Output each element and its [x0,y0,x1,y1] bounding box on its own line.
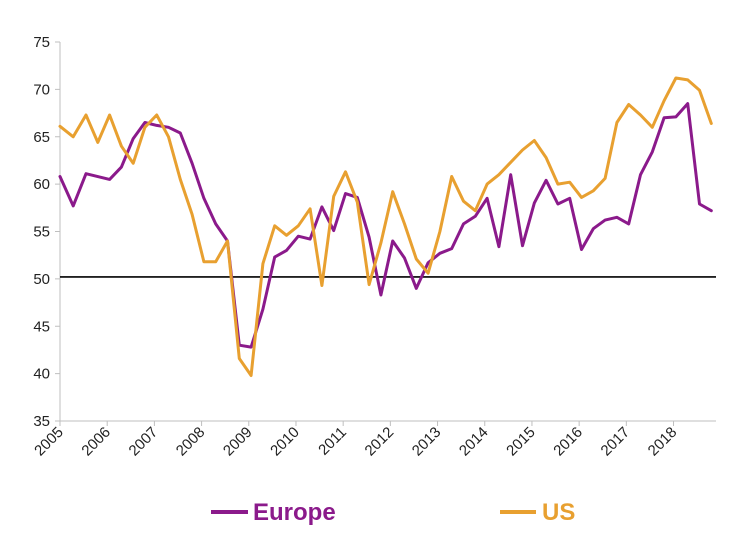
x-tick-label: 2006 [78,424,114,460]
y-tick-label: 45 [33,318,50,335]
x-tick-label: 2008 [173,424,209,460]
x-tick-label: 2007 [126,424,162,460]
y-tick-label: 75 [33,34,50,51]
x-tick-label: 2012 [362,424,398,460]
y-axis: 35 40 45 50 55 60 65 70 75 [33,34,61,430]
y-tick-label: 70 [33,81,50,98]
legend-label-us: US [542,499,575,526]
x-tick-label: 2016 [550,424,586,460]
series-line-us [58,76,713,377]
legend-label-europe: Europe [253,499,336,526]
x-tick-label: 2014 [456,424,492,460]
x-tick-label: 2013 [409,424,445,460]
legend: Europe US [211,499,575,526]
x-tick-label: 2010 [267,424,303,460]
x-tick-label: 2015 [503,424,539,460]
y-tick-label: 35 [33,413,50,430]
y-tick-label: 55 [33,224,50,241]
x-tick-label: 2009 [220,424,256,460]
y-tick-label: 50 [33,271,50,288]
series-line-europe [58,102,713,349]
x-tick-label: 2011 [315,424,350,459]
x-tick-label: 2017 [598,424,634,460]
y-tick-label: 60 [33,176,50,193]
y-tick-label: 40 [33,366,50,383]
y-tick-label: 65 [33,129,50,146]
x-tick-label: 2018 [645,424,681,460]
x-axis: 2005 2006 2007 2008 2009 2010 2011 2012 2013 2014… [31,420,716,460]
series-lines [58,76,713,377]
